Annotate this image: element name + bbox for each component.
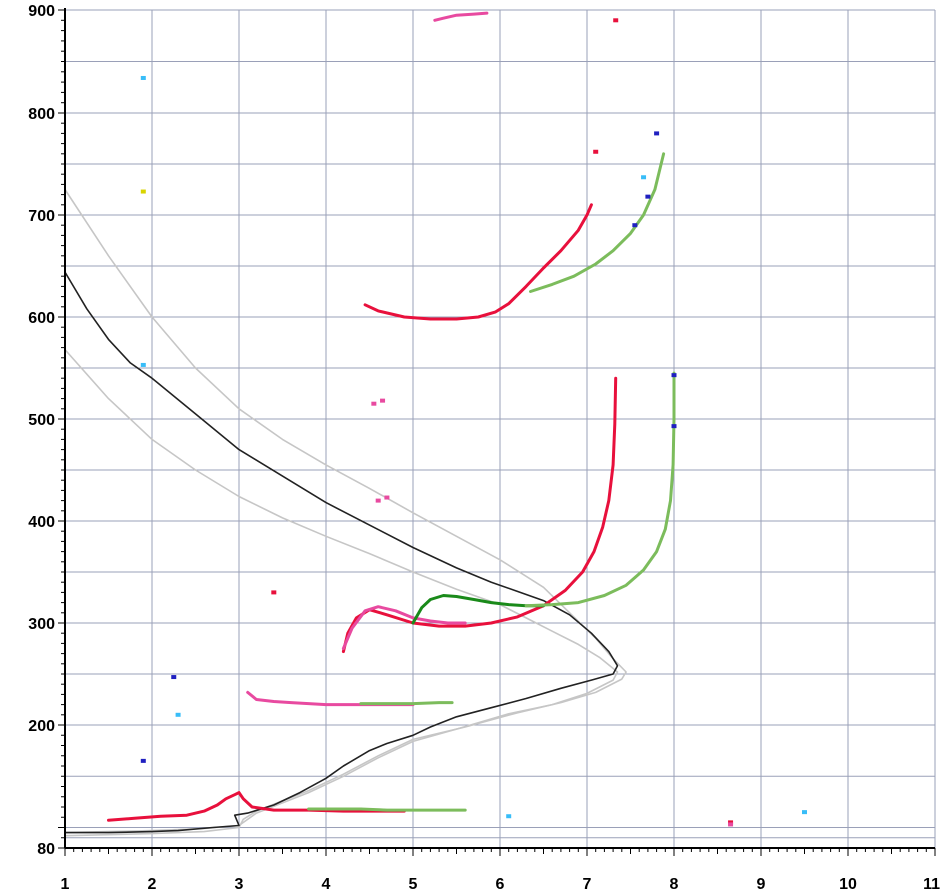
series-15-cyan-point-2: [175, 712, 181, 717]
series-14-blue-point-4: [654, 131, 660, 136]
y-tick-label-80: 80: [37, 841, 55, 858]
y-tick-label-500: 500: [28, 412, 55, 429]
x-tick-label-10: 10: [839, 876, 857, 893]
series-14-blue-point-5: [671, 373, 677, 378]
y-tick-label-400: 400: [28, 514, 55, 531]
x-tick-label-6: 6: [496, 876, 505, 893]
series-15-cyan-point-5: [802, 810, 807, 815]
x-tick-label-11: 11: [923, 876, 940, 893]
series-2-black-line: [64, 271, 619, 834]
y-tick-label-600: 600: [28, 310, 55, 327]
x-tick-label-5: 5: [409, 876, 418, 893]
axes: [58, 8, 936, 856]
series-8-light_green-line: [307, 807, 467, 812]
series-13-pink-line: [433, 11, 489, 22]
grid: [65, 9, 936, 848]
series-6-light_green-line: [524, 371, 676, 608]
series-0-gray-line: [64, 188, 627, 837]
series-12-light_green-line: [359, 701, 454, 706]
series-7-red-line: [107, 791, 406, 822]
y-tick-label-800: 800: [28, 106, 55, 123]
tick-labels: 80 200 300 400 500 600 700 800 900 1 2 3 4 5 6 7 8 9 10 11: [28, 3, 940, 893]
plot-series: [64, 11, 807, 837]
series-17-red-point-0: [613, 18, 619, 23]
series-18-pink-point-3: [375, 498, 381, 503]
series-14-blue-point-3: [645, 194, 651, 199]
y-tick-label-900: 900: [28, 3, 55, 20]
series-17-red-point-2: [271, 590, 277, 595]
series-14-blue-point-0: [140, 758, 146, 763]
series-15-cyan-point-4: [641, 175, 647, 180]
series-10-light_green-line: [529, 152, 666, 293]
series-15-cyan-point-0: [140, 75, 146, 80]
series-17-red-point-1: [593, 149, 599, 154]
series-16-yellow-point-0: [140, 189, 146, 194]
x-tick-label-1: 1: [61, 876, 70, 893]
series-4-pink-line: [341, 605, 467, 650]
y-tick-label-700: 700: [28, 208, 55, 225]
y-tick-label-300: 300: [28, 616, 55, 633]
series-15-cyan-point-1: [140, 362, 146, 367]
series-1-gray-line: [64, 348, 619, 834]
series-15-cyan-point-3: [506, 814, 512, 819]
series-14-blue-point-6: [671, 424, 677, 429]
series-14-blue-point-2: [632, 223, 638, 228]
x-tick-label-2: 2: [148, 876, 157, 893]
series-18-pink-point-2: [728, 822, 734, 827]
x-tick-label-7: 7: [583, 876, 592, 893]
series-9-red-line: [363, 203, 593, 321]
series-14-blue-point-1: [171, 675, 177, 680]
x-tick-label-8: 8: [670, 876, 679, 893]
y-tick-label-200: 200: [28, 718, 55, 735]
series-18-pink-point-0: [380, 398, 386, 403]
series-18-pink-point-4: [384, 495, 390, 500]
x-tick-label-3: 3: [235, 876, 244, 893]
x-tick-label-9: 9: [757, 876, 766, 893]
x-tick-label-4: 4: [322, 876, 331, 893]
series-18-pink-point-1: [371, 401, 377, 406]
series-5-green-line: [411, 594, 545, 625]
series-17-red-point-3: [728, 820, 734, 825]
